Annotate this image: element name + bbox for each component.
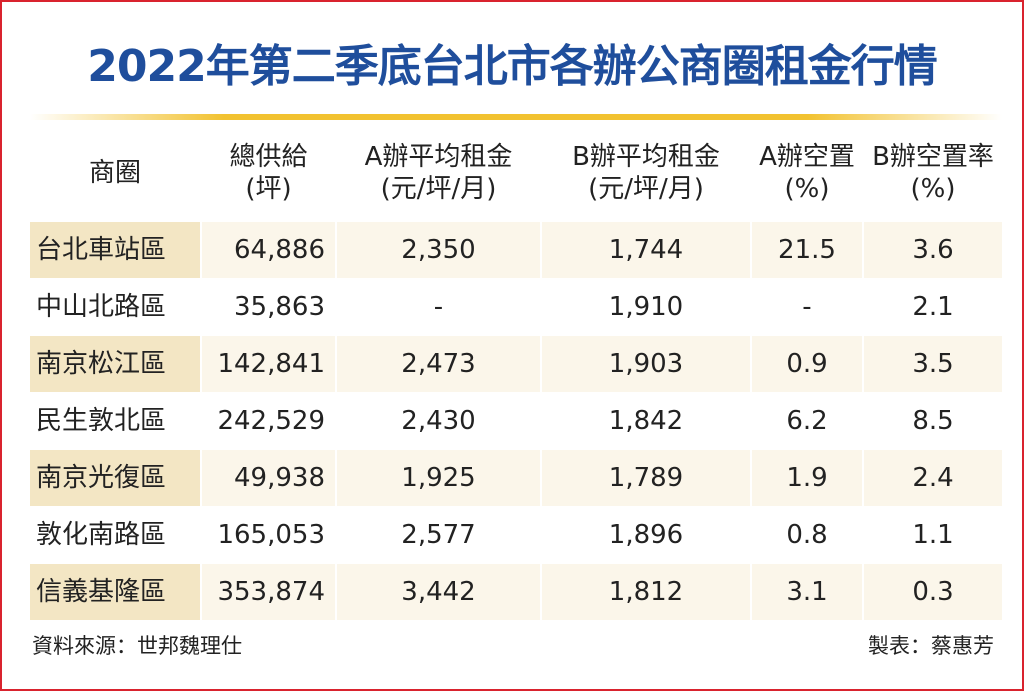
table-cell: 64,886 (202, 222, 337, 279)
table-cell: 3.1 (752, 564, 864, 621)
column-header: 商圈 (30, 124, 202, 222)
header-text: A辦空置 (759, 141, 855, 172)
table-cell: 6.2 (752, 393, 864, 450)
table-cell: 2.4 (864, 450, 1002, 507)
header-text: 商圈 (88, 157, 141, 188)
header-text: A辦平均租金 (364, 141, 513, 172)
table-cell: - (337, 279, 542, 336)
table-cell: 3.6 (864, 222, 1002, 279)
row-label: 敦化南路區 (30, 507, 202, 564)
title: 2022年第二季底台北市各辦公商圈租金行情 (87, 41, 937, 92)
row-label: 南京松江區 (30, 336, 202, 393)
column-header: A辦空置 (%) (752, 124, 864, 222)
table-cell: 1.9 (752, 450, 864, 507)
table-cell: 1,812 (542, 564, 752, 621)
table-cell: 0.3 (864, 564, 1002, 621)
table-cell: 242,529 (202, 393, 337, 450)
table-cell: 2,350 (337, 222, 542, 279)
table-cell: 165,053 (202, 507, 337, 564)
column-header: B辦空置率 (%) (864, 124, 1002, 222)
row-label: 民生敦北區 (30, 393, 202, 450)
source: 資料來源：世邦魏理仕 (32, 634, 242, 658)
table-cell: 21.5 (752, 222, 864, 279)
table-cell: 2.1 (864, 279, 1002, 336)
table-cell: 1.1 (864, 507, 1002, 564)
header-text: (%) (910, 174, 956, 204)
header-text: (元/坪/月) (380, 174, 497, 204)
table-cell: 1,910 (542, 279, 752, 336)
table-cell: - (752, 279, 864, 336)
table-cell: 1,903 (542, 336, 752, 393)
table-cell: 2,473 (337, 336, 542, 393)
table-cell: 0.9 (752, 336, 864, 393)
table-cell: 1,842 (542, 393, 752, 450)
table-cell: 35,863 (202, 279, 337, 336)
column-header: B辦平均租金 (元/坪/月) (542, 124, 752, 222)
header-text: B辦空置率 (872, 141, 994, 172)
header-text: (%) (784, 174, 830, 204)
table-cell: 1,789 (542, 450, 752, 507)
column-header: A辦平均租金 (元/坪/月) (337, 124, 542, 222)
table-cell: 3,442 (337, 564, 542, 621)
header-text: 總供給 (229, 141, 308, 172)
table-cell: 3.5 (864, 336, 1002, 393)
table-cell: 49,938 (202, 450, 337, 507)
header-text: (坪) (245, 174, 292, 204)
title-rule (30, 114, 1002, 120)
table-cell: 1,896 (542, 507, 752, 564)
table-cell: 1,744 (542, 222, 752, 279)
table-cell: 1,925 (337, 450, 542, 507)
column-header: 總供給 (坪) (202, 124, 337, 222)
row-label: 中山北路區 (30, 279, 202, 336)
table-cell: 142,841 (202, 336, 337, 393)
table-cell: 353,874 (202, 564, 337, 621)
row-label: 信義基隆區 (30, 564, 202, 621)
header-text: B辦平均租金 (572, 141, 720, 172)
table-cell: 8.5 (864, 393, 1002, 450)
table-cell: 2,430 (337, 393, 542, 450)
row-label: 台北車站區 (30, 222, 202, 279)
table-cell: 0.8 (752, 507, 864, 564)
table-cell: 2,577 (337, 507, 542, 564)
credit: 製表：蔡惠芳 (868, 634, 994, 658)
header-text: (元/坪/月) (588, 174, 704, 204)
row-label: 南京光復區 (30, 450, 202, 507)
